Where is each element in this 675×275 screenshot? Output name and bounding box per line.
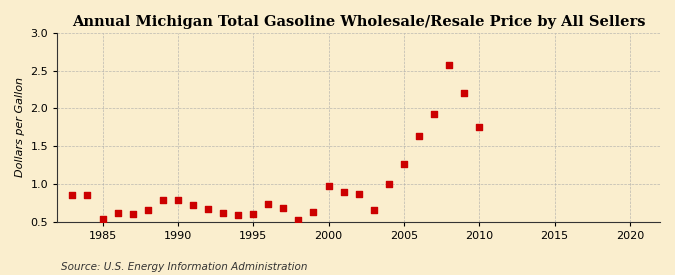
Point (474, 125, 485, 130)
Point (248, 212, 259, 216)
Point (278, 206, 289, 210)
Point (217, 211, 228, 216)
Point (308, 210, 319, 214)
Point (323, 184, 334, 188)
Point (293, 218, 304, 222)
Point (173, 198, 184, 202)
Point (383, 182, 394, 186)
Point (67, 193, 78, 197)
Title: Annual Michigan Total Gasoline Wholesale/Resale Price by All Sellers: Annual Michigan Total Gasoline Wholesale… (72, 15, 645, 29)
Point (188, 203, 198, 207)
Point (202, 207, 213, 211)
Point (459, 91, 470, 95)
Point (398, 161, 409, 166)
Point (82, 193, 93, 197)
Point (233, 213, 244, 217)
Point (112, 211, 123, 216)
Point (263, 201, 273, 206)
Point (414, 134, 425, 139)
Point (97, 217, 108, 222)
Text: Source: U.S. Energy Information Administration: Source: U.S. Energy Information Administ… (61, 262, 307, 272)
Point (353, 192, 364, 196)
Point (429, 112, 439, 116)
Y-axis label: Dollars per Gallon: Dollars per Gallon (15, 77, 25, 177)
Point (338, 189, 349, 194)
Point (142, 207, 153, 212)
Point (443, 63, 454, 68)
Point (128, 212, 138, 216)
Point (157, 198, 168, 202)
Point (369, 208, 379, 213)
